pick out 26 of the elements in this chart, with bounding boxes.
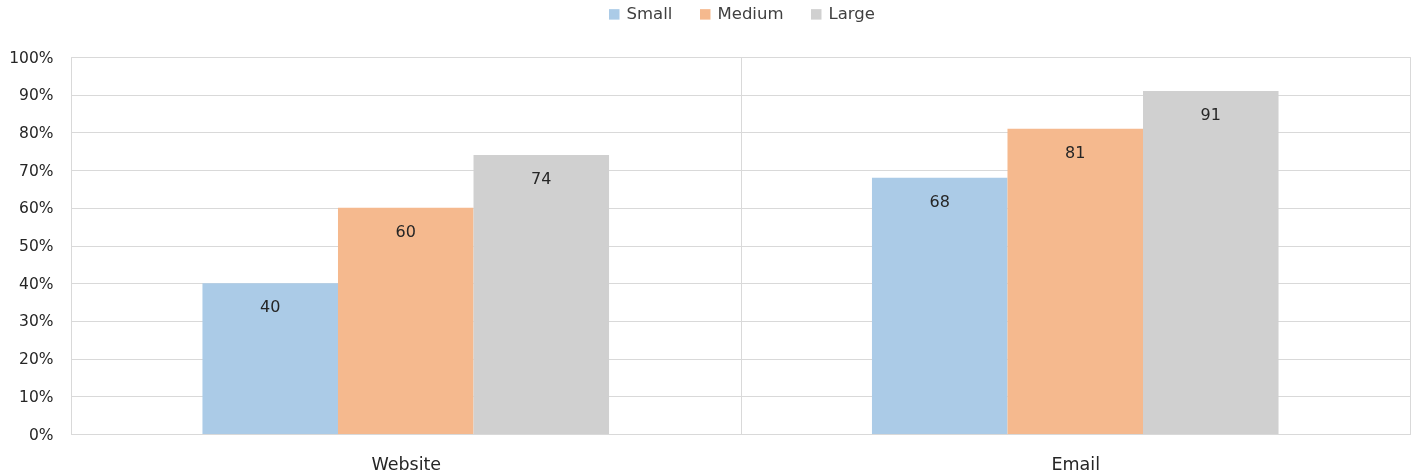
data-label: 40 <box>260 297 281 317</box>
y-tick-label: 90% <box>19 86 54 105</box>
data-label: 91 <box>1200 104 1221 124</box>
x-tick-label: Website <box>371 453 442 474</box>
data-label: 81 <box>1065 142 1086 162</box>
y-tick-label: 20% <box>19 350 54 369</box>
bar <box>202 283 338 434</box>
data-label: 60 <box>395 221 416 241</box>
y-tick-label: 10% <box>19 387 54 406</box>
y-tick-label: 60% <box>19 199 54 218</box>
y-tick-label: 70% <box>19 161 54 180</box>
y-tick-label: 30% <box>19 312 54 331</box>
x-tick-label: Email <box>1051 453 1101 474</box>
y-tick-label: 40% <box>19 274 54 293</box>
y-tick-label: 80% <box>19 123 54 142</box>
data-label: 74 <box>531 169 552 189</box>
y-tick-label: 0% <box>28 425 54 444</box>
bar <box>871 177 1008 434</box>
bar <box>1007 128 1144 434</box>
bar <box>337 207 474 434</box>
y-tick-label: 100% <box>9 48 54 67</box>
legend-label: Medium <box>717 4 784 24</box>
legend-label: Large <box>828 4 875 24</box>
y-tick-label: 50% <box>19 237 54 255</box>
data-label: 68 <box>929 191 950 211</box>
legend-label: Small <box>626 4 673 24</box>
